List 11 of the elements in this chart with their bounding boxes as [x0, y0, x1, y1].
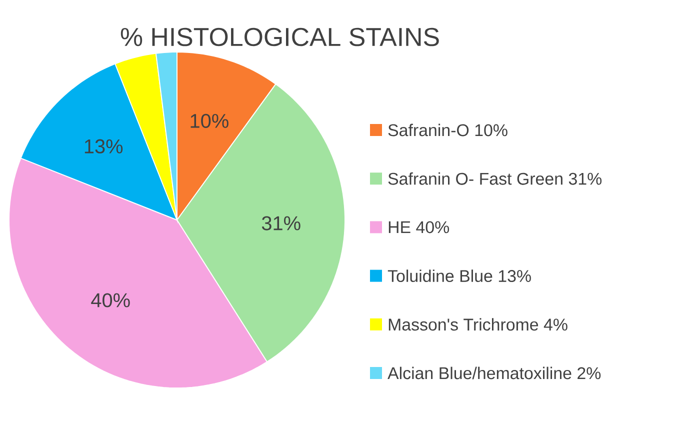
data-label: 31%	[262, 216, 300, 230]
data-label: 13%	[84, 139, 123, 154]
legend-label: Alcian Blue/hematoxiline 2%	[388, 366, 601, 380]
legend-label: Toluidine Blue 13%	[388, 270, 531, 282]
chart-title: % HISTOLOGICAL STAINS	[120, 28, 439, 46]
legend-label: Safranin-O 10%	[388, 124, 508, 136]
legend-label: HE 40%	[388, 221, 450, 234]
legend-label: Masson's Trichrome 4%	[388, 318, 568, 331]
legend-label: Safranin O- Fast Green 31%	[388, 172, 602, 185]
data-label: 10%	[190, 114, 228, 128]
data-label: 40%	[91, 293, 130, 308]
